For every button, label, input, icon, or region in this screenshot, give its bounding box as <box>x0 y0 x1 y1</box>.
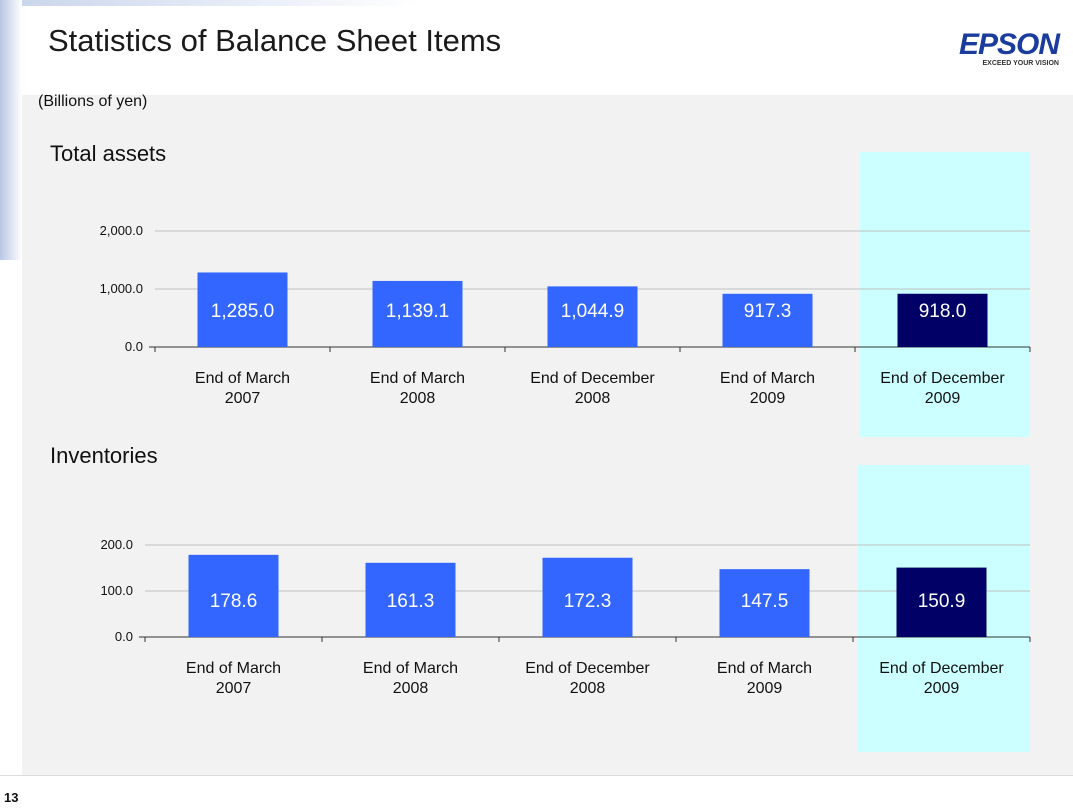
y-tick-label: 2,000.0 <box>99 223 143 238</box>
chart-title: Total assets <box>50 141 167 166</box>
page-number: 13 <box>4 790 19 805</box>
x-tick-label: End of December 2009 <box>880 370 1005 407</box>
x-tick-label: End of March 2008 <box>369 370 466 407</box>
value-label: 178.6 <box>209 591 258 612</box>
y-tick-label: 200.0 <box>100 537 133 552</box>
slide-title: Statistics of Balance Sheet Items <box>48 23 502 58</box>
value-label: 172.3 <box>563 591 612 612</box>
bar <box>365 562 456 637</box>
bar <box>197 272 288 347</box>
x-tick-label: End of March 2008 <box>362 660 459 697</box>
bar <box>722 293 813 347</box>
logo-tagline: EXCEED YOUR VISION <box>982 60 1059 67</box>
x-tick-label: End of March 2007 <box>194 370 291 407</box>
x-tick-label: End of March 2007 <box>185 660 282 697</box>
value-label: 161.3 <box>386 591 435 612</box>
value-label: 147.5 <box>740 591 789 612</box>
bar <box>896 567 987 637</box>
x-tick-label: End of March 2009 <box>716 660 813 697</box>
value-label: 1,139.1 <box>385 301 450 322</box>
y-tick-label: 1,000.0 <box>99 281 143 296</box>
x-tick-label: End of December 2008 <box>525 660 650 697</box>
y-tick-label: 0.0 <box>114 629 133 644</box>
value-label: 918.0 <box>918 301 967 322</box>
value-label: 150.9 <box>917 591 966 612</box>
footer-bg <box>0 775 1073 810</box>
chart-title: Inventories <box>50 443 158 468</box>
header-bar <box>0 0 700 6</box>
bar <box>897 293 988 347</box>
bar <box>372 280 463 347</box>
side-bar <box>0 0 22 260</box>
x-tick-label: End of December 2009 <box>879 660 1004 697</box>
x-tick-label: End of March 2009 <box>719 370 816 407</box>
bar <box>547 286 638 347</box>
bar <box>719 569 810 637</box>
value-label: 917.3 <box>743 301 792 322</box>
x-tick-label: End of December 2008 <box>530 370 655 407</box>
value-label: 1,044.9 <box>560 301 625 322</box>
bar <box>188 554 279 637</box>
unit-label: (Billions of yen) <box>38 93 148 110</box>
y-tick-label: 0.0 <box>124 339 143 354</box>
value-label: 1,285.0 <box>210 301 275 322</box>
logo: EPSON <box>958 28 1060 61</box>
y-tick-label: 100.0 <box>100 583 133 598</box>
footer-rule <box>0 775 1073 776</box>
bar <box>542 557 633 637</box>
